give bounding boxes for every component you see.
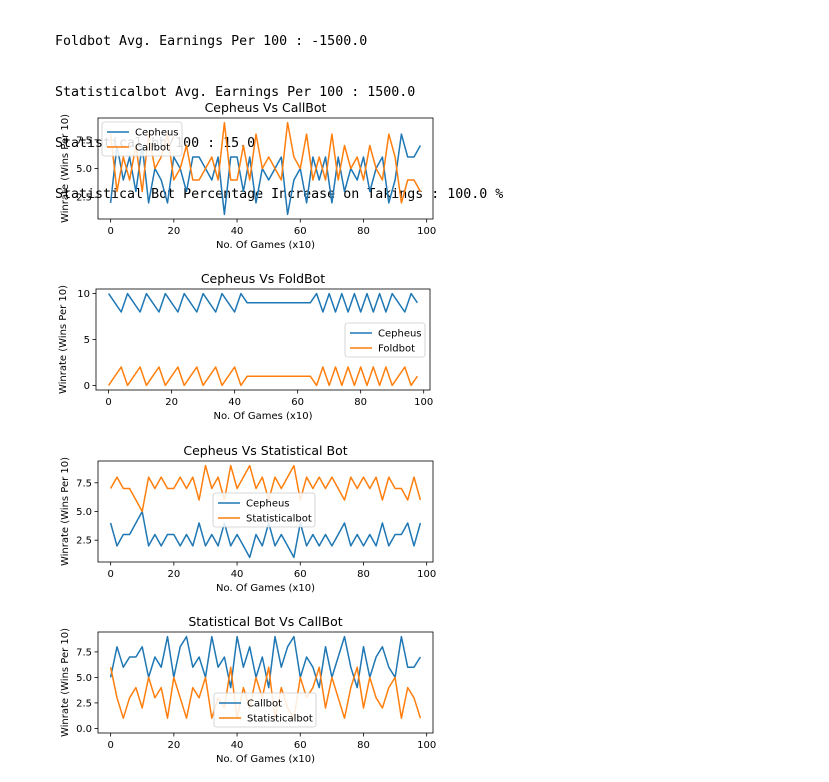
x-tick-label: 20 (167, 569, 180, 580)
x-axis-label: No. Of Games (x10) (216, 240, 315, 251)
legend: Cepheus Callbot (102, 122, 182, 156)
x-tick-label: 60 (291, 397, 304, 408)
y-tick-label: 7.5 (76, 478, 92, 489)
y-tick-label: 7.5 (76, 647, 92, 658)
legend-label: Foldbot (378, 344, 415, 355)
legend-label: Cepheus (246, 499, 290, 510)
x-tick-label: 20 (165, 397, 178, 408)
legend-label: Statisticalbot (247, 714, 313, 725)
x-tick-label: 100 (417, 569, 436, 580)
y-tick-label: 5.0 (76, 164, 92, 175)
chart-title: Cepheus Vs CallBot (205, 100, 327, 115)
y-axis-label: Winrate (Wins Per 10) (60, 457, 71, 566)
chart-title: Statistical Bot Vs CallBot (188, 614, 342, 629)
legend-label: Callbot (135, 143, 170, 154)
x-tick-label: 80 (354, 397, 367, 408)
x-tick-label: 0 (105, 397, 111, 408)
y-axis-label: Winrate (Wins Per 10) (58, 285, 69, 394)
chart-panel: Cepheus Vs FoldBot 0 20 40 60 80 100 0 5 10 No. Of… (58, 271, 433, 422)
y-tick-label: 5.0 (76, 507, 92, 518)
y-tick-label: 2.5 (76, 698, 92, 709)
y-tick-label: 2.5 (76, 193, 92, 204)
x-tick-label: 60 (294, 740, 307, 751)
x-tick-label: 100 (417, 226, 436, 237)
legend: Cepheus Foldbot (345, 323, 425, 357)
chart-panel: Cepheus Vs Statistical Bot 0 20 40 60 80 100 2.… (60, 443, 436, 594)
x-tick-label: 60 (294, 226, 307, 237)
series-line (109, 367, 418, 385)
chart-panel: Cepheus Vs CallBot 0 20 40 60 80 100 2.5 5.0 7.5 N… (60, 100, 436, 251)
y-axis-label: Winrate (Wins Per 10) (60, 114, 71, 223)
legend: Cepheus Statisticalbot (213, 493, 315, 527)
x-tick-label: 80 (357, 740, 370, 751)
y-tick-label: 2.5 (76, 536, 92, 547)
x-tick-label: 40 (228, 397, 241, 408)
legend-label: Cepheus (135, 128, 179, 139)
legend-label: Cepheus (378, 329, 422, 340)
chart-panel: Statistical Bot Vs CallBot 0 20 40 60 80 100 0.… (60, 614, 436, 765)
legend-label: Statisticalbot (246, 514, 312, 525)
x-tick-label: 40 (231, 569, 244, 580)
legend-label: Callbot (247, 699, 282, 710)
x-axis-label: No. Of Games (x10) (216, 754, 315, 765)
x-tick-label: 40 (231, 740, 244, 751)
legend: Callbot Statisticalbot (214, 693, 316, 727)
chart-title: Cepheus Vs FoldBot (201, 271, 325, 286)
x-tick-label: 0 (107, 226, 113, 237)
y-tick-label: 7.5 (76, 135, 92, 146)
x-axis-label: No. Of Games (x10) (214, 411, 313, 422)
x-tick-label: 0 (107, 569, 113, 580)
x-tick-label: 100 (417, 740, 436, 751)
x-tick-label: 100 (414, 397, 433, 408)
x-tick-label: 60 (294, 569, 307, 580)
x-tick-label: 40 (231, 226, 244, 237)
series-line (109, 294, 418, 312)
x-tick-label: 20 (167, 740, 180, 751)
x-tick-label: 80 (357, 226, 370, 237)
y-tick-label: 10 (77, 289, 90, 300)
x-axis-label: No. Of Games (x10) (216, 583, 315, 594)
y-tick-label: 0 (84, 381, 90, 392)
y-tick-label: 5 (84, 335, 90, 346)
y-tick-label: 0.0 (76, 724, 92, 735)
y-tick-label: 5.0 (76, 673, 92, 684)
x-tick-label: 0 (107, 740, 113, 751)
x-tick-label: 20 (167, 226, 180, 237)
y-axis-label: Winrate (Wins Per 10) (60, 628, 71, 737)
chart-title: Cepheus Vs Statistical Bot (183, 443, 347, 458)
x-tick-label: 80 (357, 569, 370, 580)
